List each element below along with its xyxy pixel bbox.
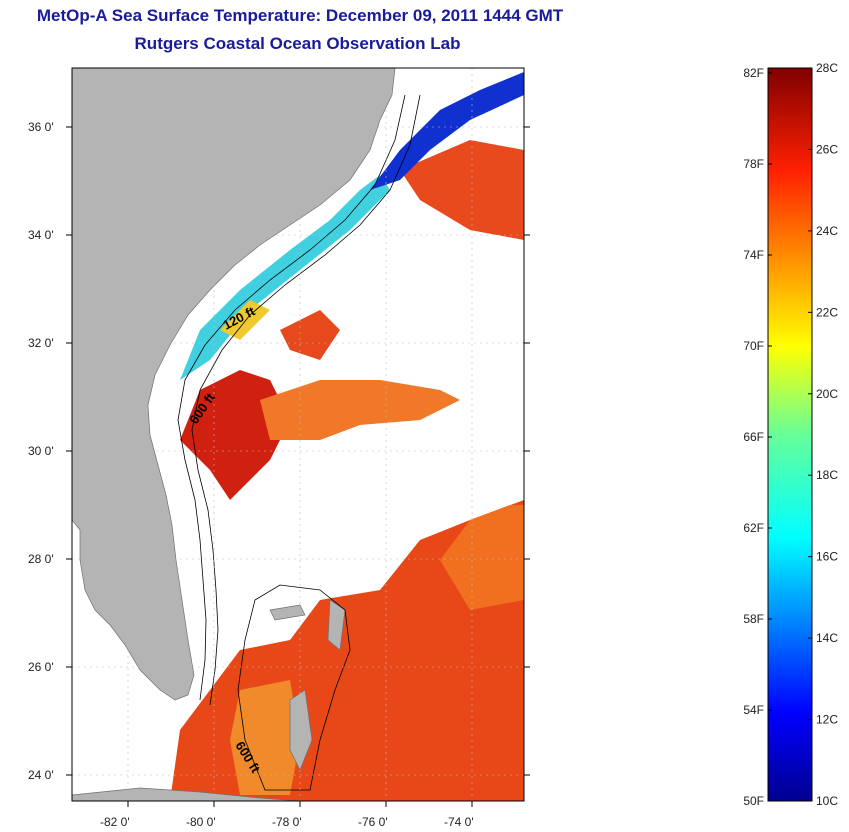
colorbar-c-label: 26C (816, 142, 838, 156)
colorbar (767, 67, 813, 802)
sst-shelf-cold (370, 72, 524, 190)
colorbar-c-label: 18C (816, 468, 838, 482)
map-frame (71, 67, 525, 802)
colorbar-f-label: 50F (743, 794, 764, 808)
axis-ticks (66, 126, 530, 807)
colorbar-f-label: 82F (743, 66, 764, 80)
colorbar-c-label: 14C (816, 631, 838, 645)
lat-label-34: 34 0' (28, 228, 54, 242)
colorbar-f-label: 66F (743, 430, 764, 444)
colorbar-c-label: 16C (816, 550, 838, 564)
lat-label-26: 26 0' (28, 660, 54, 674)
colorbar-f-label: 62F (743, 521, 764, 535)
lon-label-80: -80 0' (186, 815, 216, 829)
sst-bank-warm (230, 680, 300, 795)
map-subtitle: Rutgers Coastal Ocean Observation Lab (134, 34, 461, 53)
lat-label-36: 36 0' (28, 120, 54, 134)
sst-central (280, 310, 340, 360)
colorbar-f-label: 54F (743, 703, 764, 717)
lat-label-30: 30 0' (28, 444, 54, 458)
colorbar-f-label: 78F (743, 157, 764, 171)
colorbar-c-label: 22C (816, 305, 838, 319)
colorbar-f-label: 58F (743, 612, 764, 626)
map-title: MetOp-A Sea Surface Temperature: Decembe… (36, 6, 564, 25)
lat-label-24: 24 0' (28, 768, 54, 782)
land-abaco (327, 599, 346, 651)
colorbar-scale (767, 67, 813, 802)
sst-field (170, 72, 524, 801)
lon-label-76: -76 0' (358, 815, 388, 829)
lon-label-82: -82 0' (100, 815, 130, 829)
lon-label-74: -74 0' (444, 815, 474, 829)
sst-plume-east (260, 380, 460, 440)
sst-gulfstream-band (440, 505, 524, 610)
land-mainland (72, 68, 396, 701)
colorbar-c-label: 12C (816, 713, 838, 727)
sst-northeast (400, 140, 524, 240)
lat-label-28: 28 0' (28, 552, 54, 566)
lon-label-78: -78 0' (272, 815, 302, 829)
colorbar-c-label: 24C (816, 224, 838, 238)
lat-label-32: 32 0' (28, 336, 54, 350)
bathymetry-contours (177, 94, 421, 791)
colorbar-f-label: 70F (743, 339, 764, 353)
contour-600ft (191, 94, 421, 706)
graticule (72, 68, 524, 801)
map-panel: 120 ft 600 ft 600 ft (71, 67, 525, 802)
land-cuba (72, 787, 301, 801)
land-andros (289, 689, 313, 771)
contour-bank (237, 584, 351, 791)
contour-120ft (177, 94, 406, 701)
land-bahamas-grand (269, 604, 306, 621)
colorbar-c-label: 20C (816, 387, 838, 401)
colorbar-c-label: 10C (816, 794, 838, 808)
colorbar-f-label: 74F (743, 248, 764, 262)
colorbar-c-label: 28C (816, 61, 838, 75)
sst-carolina-yellow (220, 300, 270, 340)
